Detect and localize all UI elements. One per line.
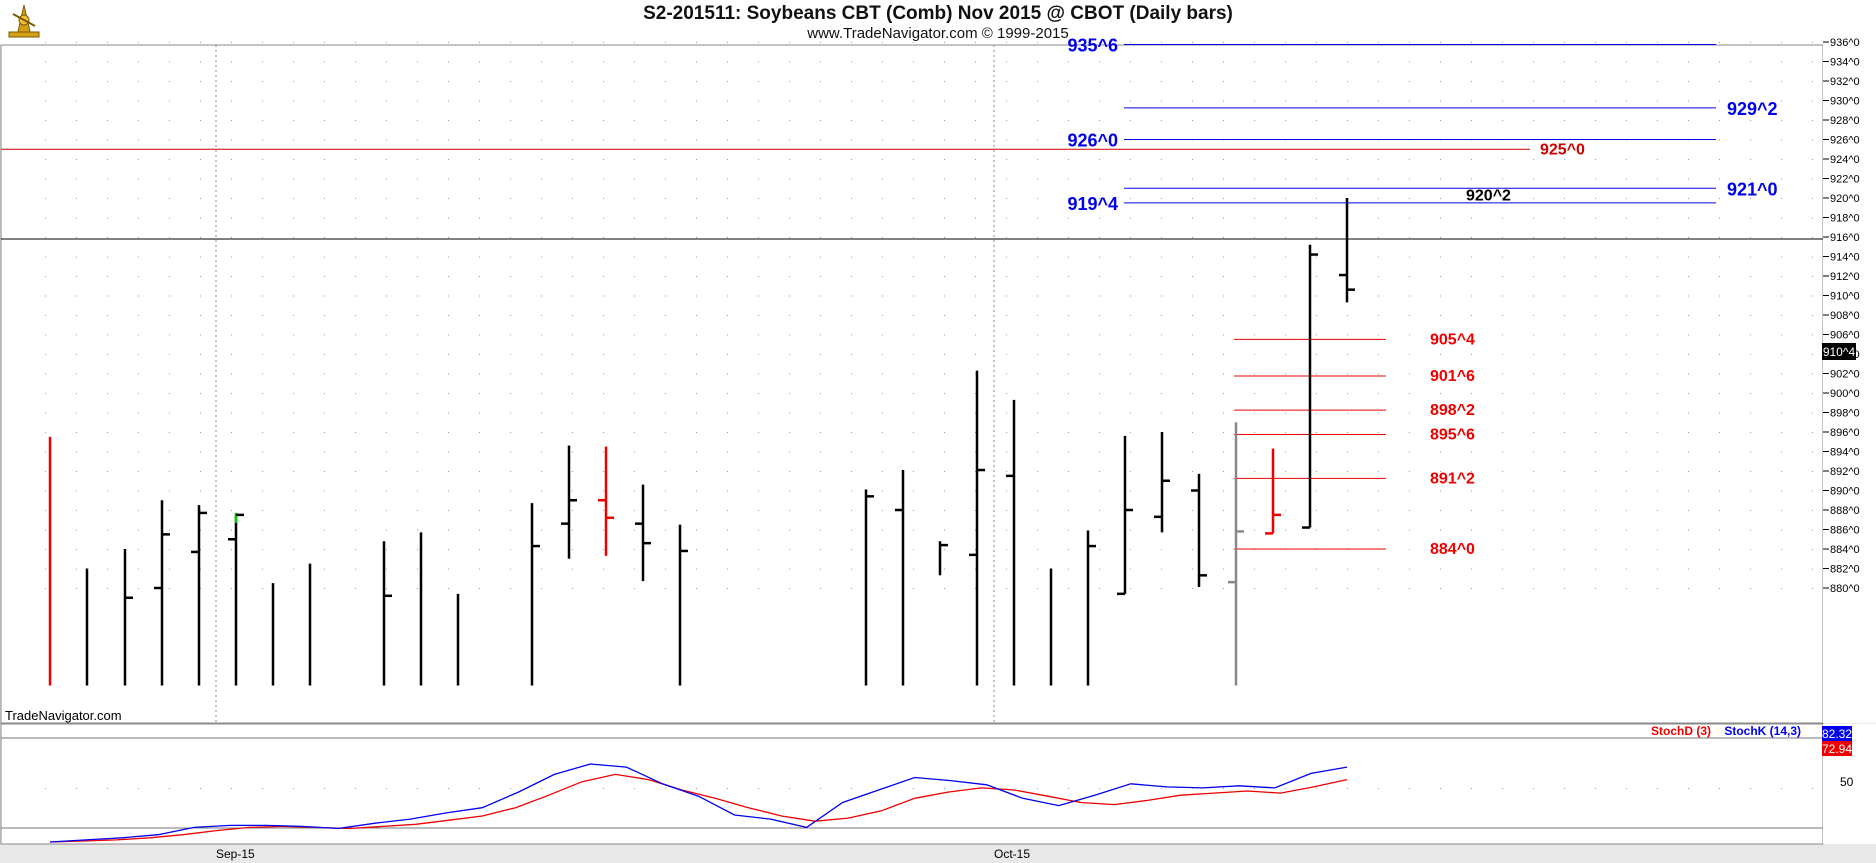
y-tick-label: 906^0 [1830, 330, 1860, 342]
price-level-label: 919^4 [1067, 194, 1118, 214]
stoch-series-line [49, 763, 1348, 843]
stoch-series-line [49, 773, 1348, 843]
y-tick-label: 900^0 [1830, 388, 1860, 400]
ohlc-bar [228, 512, 244, 686]
price-level-label: 895^6 [1430, 426, 1475, 443]
last-price-tag: 910^4 [1822, 343, 1856, 360]
stoch-tick-label: 50 [1840, 775, 1854, 789]
price-levels: 935^6 929^2 926^0 925^0 921^0 920^2 919^4 905^4… [1, 35, 1778, 558]
ohlc-bar [895, 470, 905, 686]
y-tick-label: 924^0 [1830, 154, 1860, 166]
ohlc-bar [635, 484, 651, 582]
x-tick-label: Sep-15 [216, 847, 255, 861]
y-tick-label: 910^0 [1830, 291, 1860, 303]
y-tick-label: 882^0 [1830, 564, 1860, 576]
price-level-label: 901^6 [1430, 368, 1475, 385]
ohlc-bar [1339, 198, 1355, 303]
chart-header: S2-201511: Soybeans CBT (Comb) Nov 2015 … [0, 0, 1876, 45]
ohlc-bar [1006, 399, 1016, 686]
y-tick-label: 932^0 [1830, 76, 1860, 88]
ohlc-bar [969, 370, 985, 686]
price-level-label: 925^0 [1540, 141, 1585, 158]
ohlc-bars [48, 198, 1355, 686]
price-level-label: 926^0 [1067, 131, 1118, 151]
y-tick-label: 914^0 [1830, 252, 1860, 264]
ohlc-bar [1086, 530, 1096, 686]
y-tick-label: 922^0 [1830, 174, 1860, 186]
trade-navigator-logo-icon [4, 2, 44, 42]
price-axis-background [1823, 45, 1876, 723]
y-tick-label: 920^0 [1830, 193, 1860, 205]
ohlc-bar [561, 445, 577, 559]
y-tick-label: 896^0 [1830, 427, 1860, 439]
ohlc-bar [678, 524, 688, 686]
stochk-value-label: 82.32 [1822, 727, 1852, 741]
x-tick-label: Oct-15 [994, 847, 1030, 861]
price-level-label: 891^2 [1430, 470, 1475, 487]
chart-title: S2-201511: Soybeans CBT (Comb) Nov 2015 … [643, 3, 1233, 24]
y-tick-label: 898^0 [1830, 408, 1860, 420]
y-tick-label: 918^0 [1830, 213, 1860, 225]
y-tick-label: 886^0 [1830, 525, 1860, 537]
chart-subtitle: www.TradeNavigator.com © 1999-2015 [807, 25, 1069, 42]
stochd-value-box [1822, 741, 1852, 756]
ohlc-bar [1265, 448, 1281, 535]
y-tick-label: 934^0 [1830, 57, 1860, 69]
y-tick-label: 890^0 [1830, 486, 1860, 498]
ohlc-bar [530, 503, 540, 686]
stochk-legend: StochK (14,3) [1724, 724, 1801, 738]
ohlc-bar [864, 489, 874, 686]
y-tick-label: 908^0 [1830, 310, 1860, 322]
y-tick-label: 884^0 [1830, 544, 1860, 556]
ohlc-bar [1228, 422, 1244, 686]
price-panel-frame [0, 44, 1824, 724]
stochastic-grid [45, 788, 1813, 789]
ohlc-bar [191, 505, 207, 686]
stochd-legend: StochD (3) [1651, 724, 1711, 738]
watermark-text: TradeNavigator.com [5, 708, 122, 723]
ohlc-bar [123, 549, 133, 686]
ohlc-bar [1117, 435, 1133, 596]
y-tick-label: 894^0 [1830, 447, 1860, 459]
price-level-label: 898^2 [1430, 402, 1475, 419]
y-tick-label: 928^0 [1830, 115, 1860, 127]
last-price-label: 910^4 [1823, 345, 1856, 359]
y-tick-label: 926^0 [1830, 135, 1860, 147]
y-tick-label: 888^0 [1830, 505, 1860, 517]
ohlc-bar [1191, 473, 1207, 588]
last-price-box [1822, 343, 1856, 360]
y-tick-label: 916^0 [1830, 232, 1860, 244]
stochastic-panel-frame [0, 723, 1824, 845]
price-level-label: 905^4 [1430, 331, 1475, 348]
stochastic-panel: StochD (3) StochK (14,3) 50 82.32 72.94 [0, 723, 1876, 845]
price-panel: 935^6 929^2 926^0 925^0 921^0 920^2 919^4 905^4… [0, 35, 1824, 724]
y-tick-label: 936^0 [1830, 37, 1860, 49]
stochd-value-label: 72.94 [1822, 742, 1852, 756]
ohlc-bar [938, 541, 948, 576]
ohlc-bar [1154, 432, 1170, 533]
price-grid [45, 42, 1813, 589]
price-level-label: 921^0 [1727, 179, 1778, 199]
time-axis: Sep-15 Oct-15 [216, 847, 1030, 861]
y-tick-label: 930^0 [1830, 96, 1860, 108]
price-level-label: 935^6 [1067, 35, 1118, 55]
price-level-label: 929^2 [1727, 99, 1778, 119]
ohlc-bar [1302, 244, 1318, 529]
y-tick-label: 912^0 [1830, 271, 1860, 283]
y-tick-label: 892^0 [1830, 466, 1860, 478]
price-axis: 880^0 882^0 884^0 886^0 888^0 890^0 892^0 894^0… [1822, 37, 1876, 723]
y-tick-label: 880^0 [1830, 583, 1860, 595]
price-level-label: 920^2 [1466, 188, 1511, 205]
price-level-label: 884^0 [1430, 541, 1475, 558]
ohlc-bar [382, 541, 392, 686]
y-tick-label: 902^0 [1830, 369, 1860, 381]
ohlc-bar [154, 500, 170, 686]
ohlc-bar [598, 446, 614, 556]
stochk-value-box [1822, 726, 1852, 741]
